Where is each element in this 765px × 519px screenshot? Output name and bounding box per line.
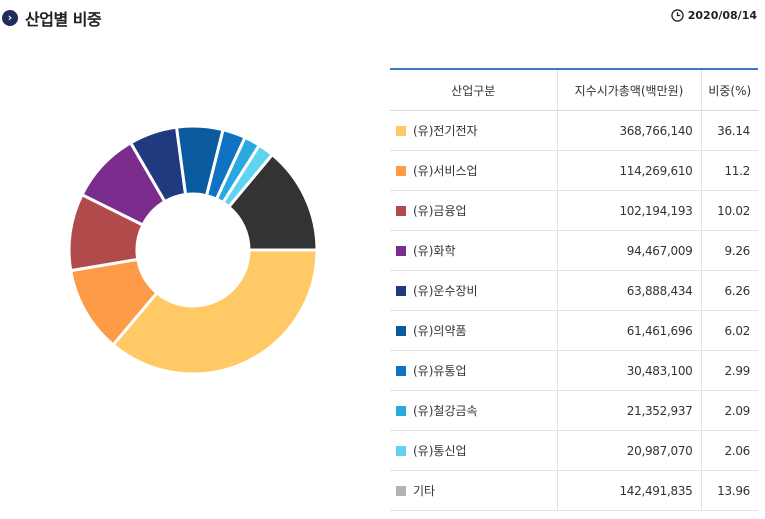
date-text: 2020/08/14 bbox=[687, 9, 757, 22]
weight-cell: 2.06 bbox=[700, 430, 758, 471]
industry-label: (유)화학 bbox=[413, 244, 456, 258]
table-row: (유)서비스업 114,269,610 11.2 bbox=[390, 150, 758, 191]
industry-label: (유)철강금속 bbox=[413, 404, 478, 418]
column-header-industry: 산업구분 bbox=[390, 68, 557, 111]
market-cap-cell: 368,766,140 bbox=[556, 110, 701, 151]
market-cap-cell: 63,888,434 bbox=[556, 270, 701, 311]
section-title: 산업별 비중 bbox=[25, 10, 102, 29]
industry-cell: (유)의약품 bbox=[390, 310, 557, 351]
table-row: (유)유통업 30,483,100 2.99 bbox=[390, 350, 758, 391]
table-row: (유)철강금속 21,352,937 2.09 bbox=[390, 390, 758, 431]
market-cap-cell: 30,483,100 bbox=[556, 350, 701, 391]
industry-label: (유)유통업 bbox=[413, 364, 467, 378]
weight-cell: 13.96 bbox=[700, 470, 758, 511]
clock-icon bbox=[671, 9, 684, 22]
industry-label: 기타 bbox=[413, 484, 436, 498]
donut-slice[interactable] bbox=[226, 152, 319, 252]
legend-swatch bbox=[396, 206, 406, 216]
table-row: (유)의약품 61,461,696 6.02 bbox=[390, 310, 758, 351]
market-cap-cell: 102,194,193 bbox=[556, 190, 701, 231]
legend-swatch bbox=[396, 366, 406, 376]
weight-cell: 2.09 bbox=[700, 390, 758, 431]
legend-swatch bbox=[396, 286, 406, 296]
industry-cell: (유)전기전자 bbox=[390, 110, 557, 151]
table-row: (유)금융업 102,194,193 10.02 bbox=[390, 190, 758, 231]
industry-cell: (유)서비스업 bbox=[390, 150, 557, 191]
industry-label: (유)전기전자 bbox=[413, 124, 478, 138]
industry-label: (유)서비스업 bbox=[413, 164, 478, 178]
industry-cell: (유)유통업 bbox=[390, 350, 557, 391]
donut-slice[interactable] bbox=[111, 248, 319, 376]
weight-cell: 11.2 bbox=[700, 150, 758, 191]
industry-cell: (유)통신업 bbox=[390, 430, 557, 471]
weight-cell: 36.14 bbox=[700, 110, 758, 151]
weight-cell: 6.02 bbox=[700, 310, 758, 351]
industry-cell: (유)철강금속 bbox=[390, 390, 557, 431]
market-cap-cell: 142,491,835 bbox=[556, 470, 701, 511]
legend-swatch bbox=[396, 166, 406, 176]
industry-label: (유)금융업 bbox=[413, 204, 467, 218]
industry-cell: (유)금융업 bbox=[390, 190, 557, 231]
weight-cell: 9.26 bbox=[700, 230, 758, 271]
column-header-market-cap: 지수시가총액(백만원) bbox=[556, 68, 701, 111]
table-row: (유)운수장비 63,888,434 6.26 bbox=[390, 270, 758, 311]
industry-label: (유)통신업 bbox=[413, 444, 467, 458]
column-header-weight: 비중(%) bbox=[700, 68, 758, 111]
market-cap-cell: 94,467,009 bbox=[556, 230, 701, 271]
market-cap-cell: 114,269,610 bbox=[556, 150, 701, 191]
table-row: (유)전기전자 368,766,140 36.14 bbox=[390, 110, 758, 151]
legend-swatch bbox=[396, 246, 406, 256]
industry-label: (유)의약품 bbox=[413, 324, 467, 338]
industry-cell: (유)화학 bbox=[390, 230, 557, 271]
legend-swatch bbox=[396, 406, 406, 416]
table-row: 기타 142,491,835 13.96 bbox=[390, 470, 758, 511]
legend-swatch bbox=[396, 126, 406, 136]
market-cap-cell: 20,987,070 bbox=[556, 430, 701, 471]
table-row: (유)화학 94,467,009 9.26 bbox=[390, 230, 758, 271]
weight-cell: 6.26 bbox=[700, 270, 758, 311]
table-row: (유)통신업 20,987,070 2.06 bbox=[390, 430, 758, 471]
market-cap-cell: 21,352,937 bbox=[556, 390, 701, 431]
industry-cell: (유)운수장비 bbox=[390, 270, 557, 311]
chevron-right-icon: › bbox=[2, 10, 18, 26]
weight-cell: 10.02 bbox=[700, 190, 758, 231]
industry-donut-chart bbox=[67, 124, 319, 376]
legend-swatch bbox=[396, 446, 406, 456]
industry-table: 산업구분 지수시가총액(백만원) 비중(%) (유)전기전자 368,766,14… bbox=[390, 68, 758, 511]
date-display: 2020/08/14 bbox=[671, 9, 757, 22]
industry-cell: 기타 bbox=[390, 470, 557, 511]
legend-swatch bbox=[396, 326, 406, 336]
table-header-row: 산업구분 지수시가총액(백만원) 비중(%) bbox=[390, 68, 758, 111]
legend-swatch bbox=[396, 486, 406, 496]
section-header: › 산업별 비중 2020/08/14 bbox=[0, 0, 765, 36]
industry-label: (유)운수장비 bbox=[413, 284, 478, 298]
weight-cell: 2.99 bbox=[700, 350, 758, 391]
market-cap-cell: 61,461,696 bbox=[556, 310, 701, 351]
